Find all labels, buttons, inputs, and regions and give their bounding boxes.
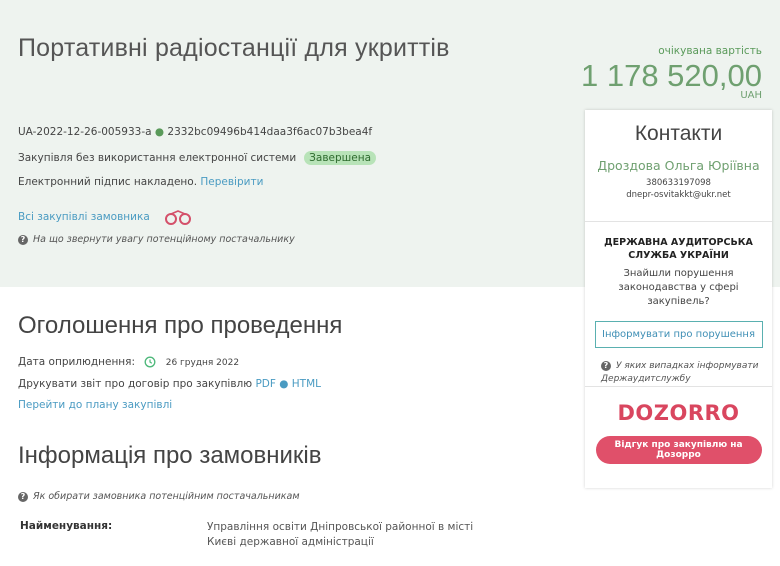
tender-id: UA-2022-12-26-005933-a (18, 126, 152, 138)
contact-person: Дроздова Ольга Юріївна (597, 158, 760, 173)
audit-title: ДЕРЖАВНА АУДИТОРСЬКА СЛУЖБА УКРАЇНИ (604, 237, 753, 261)
tender-hash: 2332bc09496b414daa3f6ac07b3bea4f (167, 126, 373, 138)
verify-link[interactable]: Перевірити (200, 176, 264, 188)
all-purchases-link[interactable]: Всі закупівлі замовника (18, 211, 150, 223)
tender-id-line: UA-2022-12-26-005933-a ● 2332bc09496b414… (18, 126, 373, 138)
question-icon: ? (18, 491, 28, 502)
status-badge: Завершена (304, 151, 377, 165)
binoculars-icon (165, 210, 192, 225)
dozorro-feedback-button[interactable]: Відгук про закупівлю на Дозорро (595, 436, 762, 464)
question-icon: ? (18, 234, 28, 245)
audit-question: Знайшли порушення законодавства у сфері … (618, 268, 739, 307)
clock-icon (144, 356, 156, 368)
price-value: 1 178 520,00 (580, 58, 762, 93)
question-icon: ? (601, 360, 611, 371)
signature-text: Електронний підпис накладено. (18, 176, 198, 188)
publish-date: 26 грудня 2022 (165, 358, 240, 368)
customer-name: Управління освіти Дніпровської районної … (207, 521, 474, 548)
signature-line: Електронний підпис накладено. Перевірити (18, 176, 263, 188)
html-link[interactable]: HTML (291, 378, 321, 390)
print-report-row: Друкувати звіт про договір про закупівлю… (18, 378, 321, 390)
attention-hint[interactable]: ? На що звернути увагу потенційному поста… (18, 234, 295, 245)
publish-date-row: Дата оприлюднення: 26 грудня 2022 (18, 356, 240, 368)
all-purchases-row: Всі закупівлі замовника (18, 209, 193, 225)
contacts-card: Контакти Дроздова Ольга Юріївна 38063319… (585, 110, 772, 488)
contacts-heading: Контакти (634, 122, 723, 145)
price-label: очікувана вартість (658, 45, 762, 57)
pdf-link[interactable]: PDF (255, 378, 276, 390)
customer-hint[interactable]: ? Як обирати замовника потенційним постач… (18, 491, 299, 502)
procurement-type: Закупівля без використання електронної с… (18, 152, 297, 164)
name-label: Найменування: (20, 520, 113, 532)
page-title: Портативні радіостанції для укриттів (18, 34, 450, 62)
contact-phone: 380633197098 (646, 178, 711, 188)
dozorro-logo: DOZORRO (617, 401, 740, 425)
procurement-type-line: Закупівля без використання електронної с… (18, 151, 377, 165)
report-violation-button[interactable]: Інформувати про порушення (594, 321, 763, 348)
announcement-heading: Оголошення про проведення (18, 312, 343, 339)
price-currency: UAH (740, 90, 762, 101)
audit-hint[interactable]: ? У яких випадках інформувати Держаудитсл… (601, 360, 759, 384)
customers-heading: Інформація про замовників (18, 442, 322, 469)
plan-link[interactable]: Перейти до плану закупівлі (18, 399, 173, 411)
contact-email: dnepr-osvitakkt@ukr.net (626, 190, 731, 200)
